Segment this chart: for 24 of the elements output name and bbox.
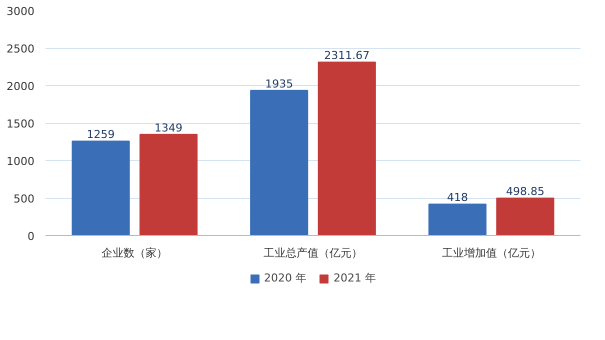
bar — [72, 140, 130, 236]
y-tick-label: 1500 — [6, 118, 35, 130]
y-tick-label: 500 — [14, 192, 35, 206]
y-tick-label: 3000 — [6, 5, 35, 18]
data-label: 498.85 — [506, 185, 544, 198]
data-label: 1935 — [265, 77, 294, 90]
x-tick-label: 企业数（家） — [102, 246, 168, 260]
data-label: 418 — [446, 191, 468, 204]
bar — [428, 204, 486, 236]
data-label: 1349 — [154, 121, 183, 134]
legend-label: 2020 年 — [264, 270, 306, 286]
bar — [140, 134, 198, 236]
x-tick-label: 工业总产值（亿元） — [264, 246, 362, 260]
y-tick-label: 2000 — [6, 80, 35, 93]
y-tick-label: 2500 — [6, 42, 35, 56]
bar — [250, 90, 308, 236]
data-label: 1259 — [86, 128, 115, 142]
y-tick-label: 1000 — [6, 155, 35, 168]
y-tick-label: 0 — [28, 230, 34, 243]
data-label: 2311.67 — [324, 49, 370, 62]
x-tick-label: 工业增加值（亿元） — [442, 246, 541, 260]
legend-label: 2021 年 — [334, 270, 376, 286]
bar — [496, 198, 554, 236]
bar — [318, 62, 376, 236]
